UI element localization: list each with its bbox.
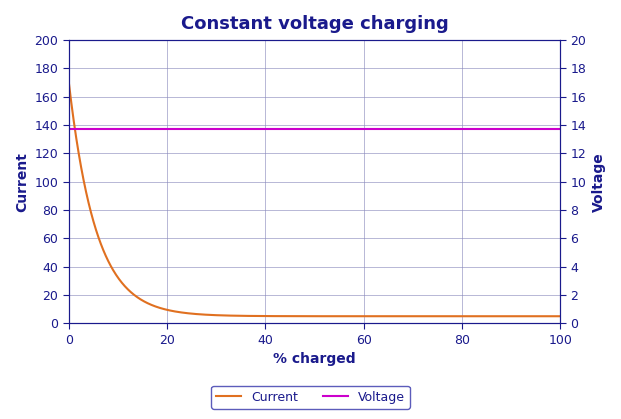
X-axis label: % charged: % charged <box>273 352 356 366</box>
Current <box>448 314 456 319</box>
Legend: Current, Voltage: Current, Voltage <box>211 385 410 409</box>
Current <box>65 80 73 85</box>
Current <box>281 314 289 319</box>
Current <box>116 277 123 282</box>
Current <box>556 314 564 319</box>
Current <box>457 314 465 319</box>
Voltage <box>70 127 78 132</box>
Voltage <box>65 127 73 132</box>
Y-axis label: Current: Current <box>15 152 29 212</box>
Current <box>264 313 271 318</box>
Current <box>402 314 410 319</box>
Title: Constant voltage charging: Constant voltage charging <box>181 15 448 33</box>
Line: Current: Current <box>69 83 560 316</box>
Y-axis label: Voltage: Voltage <box>592 152 606 212</box>
